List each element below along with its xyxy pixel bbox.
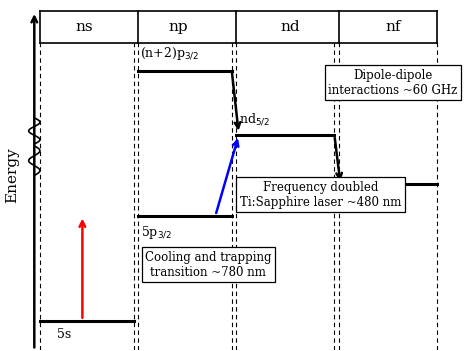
Text: np: np [168, 20, 188, 34]
Text: (n-2)f$_{5/2,7/2}$: (n-2)f$_{5/2,7/2}$ [340, 191, 401, 207]
Text: nd$_{5/2}$: nd$_{5/2}$ [239, 111, 270, 127]
Text: 5s: 5s [57, 327, 71, 340]
Text: Frequency doubled
Ti:Sapphire laser ~480 nm: Frequency doubled Ti:Sapphire laser ~480… [240, 181, 401, 209]
Text: nd: nd [280, 20, 300, 34]
Text: (n+2)p$_{3/2}$: (n+2)p$_{3/2}$ [140, 45, 199, 62]
Text: 5p$_{3/2}$: 5p$_{3/2}$ [141, 224, 172, 241]
Text: nf: nf [385, 20, 401, 34]
Text: Energy: Energy [5, 148, 19, 203]
Text: ns: ns [76, 20, 93, 34]
Text: Cooling and trapping
transition ~780 nm: Cooling and trapping transition ~780 nm [145, 251, 272, 279]
Text: Dipole-dipole
interactions ~60 GHz: Dipole-dipole interactions ~60 GHz [328, 69, 457, 97]
